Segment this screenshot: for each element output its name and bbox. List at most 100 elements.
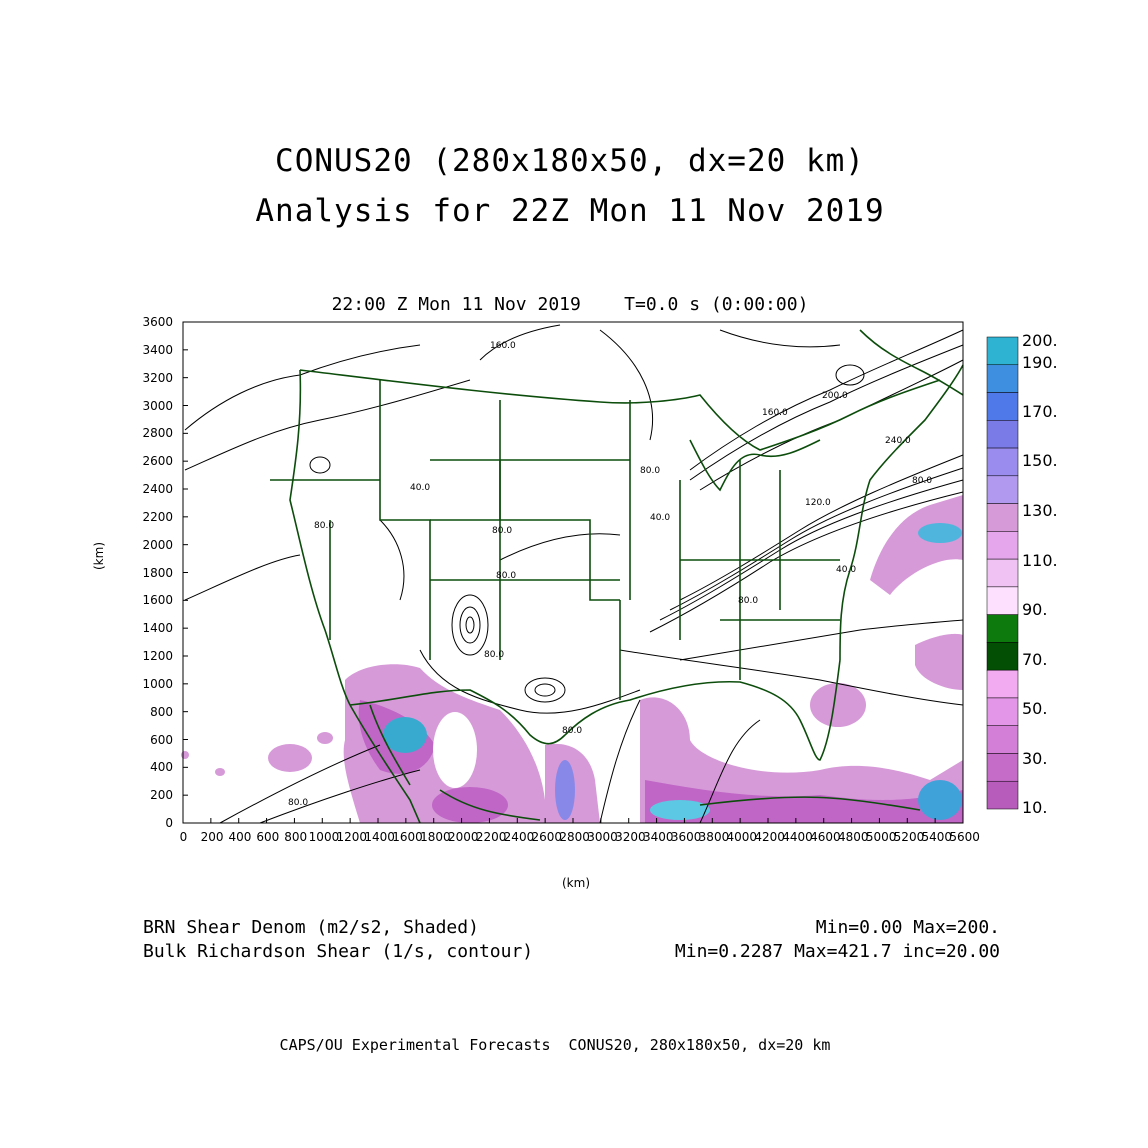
contour-label: 120.0 <box>805 498 831 508</box>
colorbar-label: 150. <box>1022 451 1058 470</box>
shade-caribbean <box>640 697 963 823</box>
contour-label: 40.0 <box>410 483 430 493</box>
shade-pacific-blob <box>268 744 312 772</box>
y-tick-label: 1000 <box>142 676 173 691</box>
colorbar-label: 190. <box>1022 353 1058 372</box>
shade-pacific-blob4 <box>317 732 333 744</box>
y-tick-label: 1200 <box>142 649 173 663</box>
shade-atlantic <box>870 495 963 595</box>
y-tick-label: 400 <box>150 760 173 775</box>
x-tick-label: 4400 <box>782 830 813 844</box>
shade-pacific-blob3 <box>181 751 189 759</box>
contour-label: 80.0 <box>484 650 504 660</box>
y-tick-label: 2000 <box>142 537 173 552</box>
shade-mex-inland <box>433 712 477 788</box>
colorbar-swatch <box>986 392 1019 421</box>
y-tick-label: 3200 <box>142 370 173 385</box>
x-tick-label: 200 <box>200 830 224 844</box>
figure-subtitle: Analysis for 22Z Mon 11 Nov 2019 <box>255 193 885 229</box>
shade-caribbean-inner <box>645 780 963 823</box>
y-tick-label: 2400 <box>142 482 173 496</box>
colorbar-label: 70. <box>1022 650 1048 669</box>
x-tick-label: 4000 <box>726 830 758 844</box>
colorbar-swatch <box>986 531 1019 560</box>
y-tick-label: 2800 <box>142 426 173 441</box>
contour-label: 80.0 <box>288 798 308 808</box>
state-line-2 <box>430 459 501 521</box>
x-tick-label: 3200 <box>615 830 646 844</box>
x-tick-label: 3600 <box>670 830 702 844</box>
x-tick-label: 5200 <box>893 830 925 844</box>
y-tick-label: 3600 <box>142 315 173 329</box>
contour-label: 80.0 <box>738 596 758 606</box>
x-tick-label: 3400 <box>642 830 674 844</box>
y-tick-label: 3400 <box>142 342 173 357</box>
figure-title: CONUS20 (280x180x50, dx=20 km) <box>275 143 865 179</box>
colorbar-label: 10. <box>1022 798 1048 817</box>
x-tick-label: 2600 <box>531 830 563 844</box>
x-tick-label: 2000 <box>447 830 479 844</box>
y-tick-label: 1800 <box>142 565 173 580</box>
colorbar-swatch <box>986 447 1019 477</box>
contour-label: 40.0 <box>836 565 856 575</box>
shaded-field <box>181 495 963 823</box>
contour-label: 80.0 <box>492 526 512 536</box>
colorbar-swatch <box>986 780 1019 810</box>
y-tick-label: 3000 <box>142 398 173 413</box>
y-tick-label: 2200 <box>142 509 173 524</box>
colorbar-swatch <box>986 475 1019 504</box>
y-tick-label: 1600 <box>142 593 173 608</box>
y-tick-label: 0 <box>165 816 173 830</box>
colorbar-swatch <box>986 558 1019 588</box>
contour-labels: 160.0 200.0 160.0 240.0 80.0 80.0 120.0 80.0 40.… <box>288 341 932 808</box>
axis-ticks <box>182 321 964 824</box>
x-tick-label: 4800 <box>837 830 869 844</box>
x-tick-label: 3800 <box>698 830 730 844</box>
colorbar-swatch <box>986 503 1019 532</box>
shaded-field-range: Min=0.00 Max=200. <box>815 917 1000 938</box>
colorbar-swatch <box>986 642 1019 671</box>
x-tick-label: 1600 <box>392 830 423 844</box>
colorbar-swatch <box>986 614 1019 643</box>
x-tick-label: 5400 <box>921 830 953 844</box>
colorbar-swatch <box>986 420 1019 449</box>
shade-atlantic-core <box>918 523 962 543</box>
x-tick-label: 2200 <box>475 830 507 844</box>
x-tick-label: 4200 <box>754 830 785 844</box>
x-axis-label: (km) <box>562 876 591 890</box>
gulf-coast <box>564 659 841 761</box>
contour-label: 160.0 <box>490 341 516 351</box>
state-line-4 <box>500 519 620 601</box>
colorbar-label: 170. <box>1022 402 1058 421</box>
mexico-coast <box>349 704 421 824</box>
contour-label: 80.0 <box>640 466 660 476</box>
contour-label: 40.0 <box>650 513 670 523</box>
x-tick-label: 2400 <box>503 830 535 844</box>
canada-coast <box>859 329 964 396</box>
contour-label: 80.0 <box>496 571 516 581</box>
contour-label: 160.0 <box>762 408 788 418</box>
colorbar-label: 130. <box>1022 501 1058 520</box>
colorbar-label: 50. <box>1022 699 1048 718</box>
x-tick-label: 2800 <box>559 830 590 844</box>
y-tick-label: 2600 <box>142 454 173 469</box>
contour-label: 80.0 <box>314 521 334 531</box>
colorbar-label: 30. <box>1022 749 1048 768</box>
x-tick-label: 1000 <box>308 830 340 844</box>
colorbar-swatch <box>986 725 1019 754</box>
x-tick-label: 4600 <box>810 830 841 844</box>
baja <box>369 704 411 786</box>
shade-pacific-blob2 <box>215 768 225 776</box>
x-tick-label: 5000 <box>865 830 897 844</box>
x-tick-label: 400 <box>228 830 252 844</box>
colorbar-label: 110. <box>1022 551 1058 570</box>
colorbar <box>986 336 1019 810</box>
great-lakes <box>689 439 821 492</box>
x-tick-label: 1800 <box>420 830 451 844</box>
x-tick-label: 600 <box>256 830 280 844</box>
x-tick-label: 0 <box>179 830 188 844</box>
y-axis-label: (km) <box>92 541 106 570</box>
contour-label: 80.0 <box>562 726 582 736</box>
shade-atlantic-south <box>915 633 963 690</box>
